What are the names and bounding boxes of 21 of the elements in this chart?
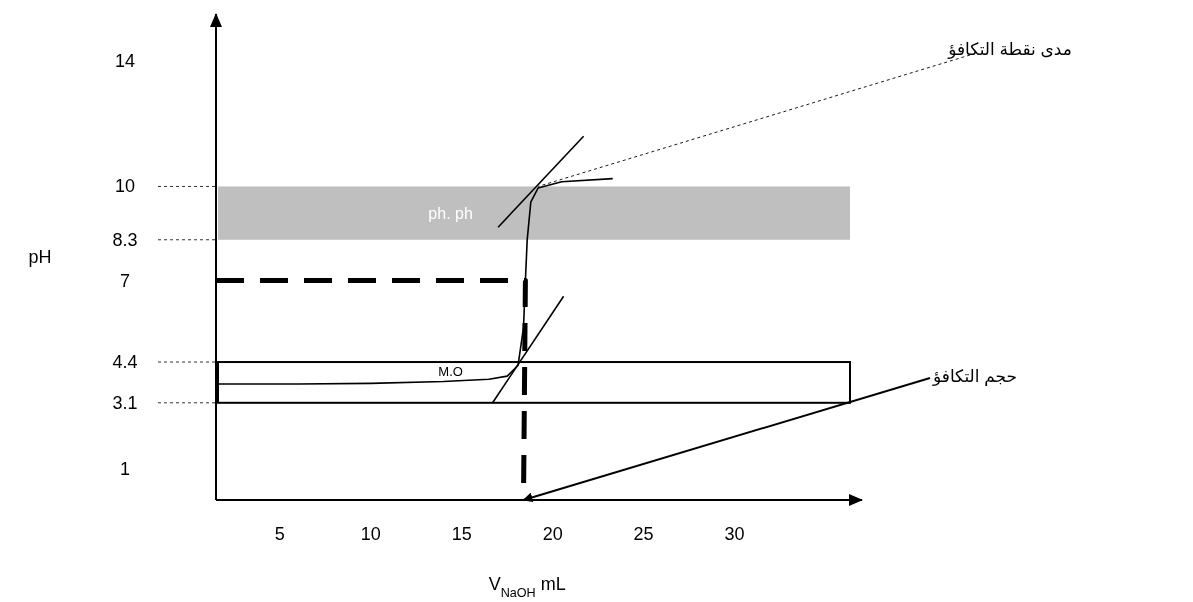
x-tick-label: 5 (274, 524, 285, 544)
annotation: مدى نقطة التكافؤ (947, 40, 1072, 59)
y-tick-label: 8.3 (112, 229, 138, 250)
annotation: حجم التكافؤ (931, 367, 1018, 387)
y-tick-label: 3.1 (112, 392, 138, 413)
x-tick-label: 15 (451, 524, 472, 544)
y-axis-title: pH (28, 247, 52, 267)
y-tick-label: 1 (119, 458, 131, 479)
x-tick-label: 10 (360, 524, 381, 544)
annotation: مدى نقطة التكافؤ (537, 40, 1072, 187)
x-axis-title: V$_{NaOH}$ mL (488, 574, 566, 600)
x-tick-label: 20 (542, 524, 563, 544)
y-tick-label: 4.4 (112, 352, 138, 373)
x-tick-label: 25 (633, 524, 654, 544)
x-tick-label: 30 (724, 524, 745, 544)
band-label: M.O (438, 364, 463, 380)
y-tick-label: 10 (114, 176, 136, 197)
y-tick-label: 14 (114, 51, 136, 72)
annotation: حجم التكافؤ (522, 367, 1017, 503)
band-label: ph. ph (428, 205, 473, 223)
y-tick-label: 7 (119, 270, 131, 291)
